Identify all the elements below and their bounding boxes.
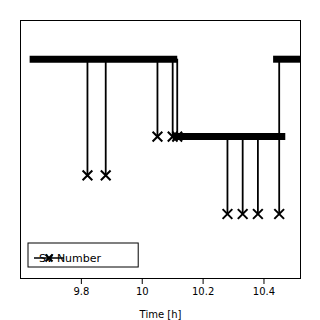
svg-text:Time [h]: Time [h]: [139, 309, 182, 320]
svg-text:9.8: 9.8: [73, 286, 89, 297]
svg-text:SV Number: SV Number: [39, 252, 102, 265]
svg-text:10.2: 10.2: [192, 286, 214, 297]
svg-text:10.4: 10.4: [253, 286, 275, 297]
svg-text:10: 10: [136, 286, 149, 297]
